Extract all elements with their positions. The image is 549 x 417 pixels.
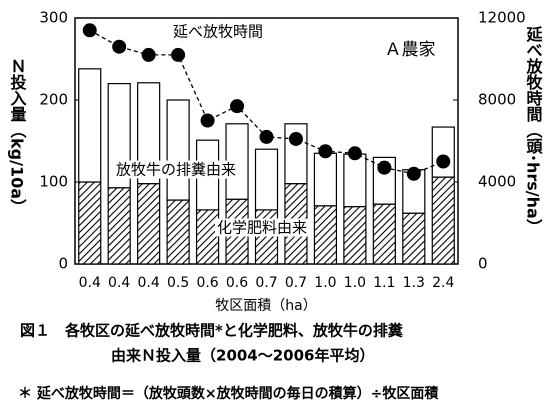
y-tick-label: 200 (39, 91, 68, 109)
x-tick-label: 0.6 (226, 275, 248, 291)
y-tick-label: 0 (58, 255, 68, 273)
line-point (347, 146, 362, 161)
x-tick-label: 0.7 (285, 275, 307, 291)
x-tick-label: 0.4 (79, 275, 101, 291)
series-label: 放牧牛の排糞由来 (116, 161, 236, 179)
x-tick-label: 1.0 (344, 275, 366, 291)
x-tick-label: 2.4 (432, 275, 454, 291)
bar-segment (107, 187, 131, 265)
bar-segment (137, 183, 161, 265)
x-tick-label: 0.5 (167, 275, 189, 291)
bar-segment (372, 203, 396, 265)
x-tick-label: 1.1 (373, 275, 395, 291)
line-point (171, 47, 186, 62)
line-point (318, 144, 333, 159)
bar-segment (343, 206, 367, 265)
bar-segment (402, 212, 426, 265)
bar-segment (78, 68, 102, 183)
bar-segment (431, 176, 455, 265)
x-tick-label: 0.6 (196, 275, 218, 291)
bar-segment (313, 205, 338, 265)
y-tick-label: 300 (39, 9, 68, 27)
line-point (259, 129, 274, 144)
line-point (141, 47, 156, 62)
bar-segment (313, 152, 338, 207)
line-point (377, 160, 392, 175)
series-label: 延べ放牧時間 (173, 23, 263, 41)
label-background (113, 160, 239, 179)
label-background (170, 22, 266, 41)
line-point (200, 113, 215, 128)
x-axis-label: 牧区面積（ha） (215, 298, 316, 314)
x-tick-label: 0.7 (255, 275, 277, 291)
bar-segment (166, 199, 190, 265)
y-axis-label: Ｎ投入量（kg/10a） (8, 58, 27, 215)
bar-segment (78, 181, 102, 265)
label-background (214, 218, 310, 237)
line-point (82, 23, 97, 38)
bar-segment (166, 99, 190, 201)
x-tick-label: 0.4 (108, 275, 130, 291)
bar-segment (431, 126, 455, 178)
annotation: Ａ農家 (385, 40, 436, 60)
y-tick-label: 100 (39, 173, 68, 191)
line-point (406, 166, 421, 181)
bar-segment (137, 82, 161, 185)
x-tick-label: 0.4 (138, 275, 160, 291)
line-point (436, 154, 451, 169)
x-tick-label: 1.0 (314, 275, 336, 291)
line-point (112, 39, 127, 54)
y2-tick-label: 8000 (478, 91, 516, 109)
series-label: 化学肥料由来 (217, 219, 307, 237)
line-point (288, 131, 303, 146)
y2-tick-label: 4000 (478, 173, 516, 191)
y2-tick-label: 0 (478, 255, 488, 273)
bar-segment (343, 153, 367, 208)
bar-segment (254, 148, 279, 211)
caption: ＊ 延べ放牧時間＝（放牧頭数×放牧時間の毎日の積算）÷牧区面積 (18, 385, 439, 402)
caption: 図１ 各牧区の延べ放牧時間*と化学肥料、放牧牛の排糞 (20, 322, 404, 340)
bar-segment (195, 209, 220, 265)
x-tick-label: 1.3 (403, 275, 425, 291)
y2-tick-label: 12000 (478, 9, 526, 27)
y2-axis-label: 延べ放牧時間（頭･hrs/ha） (524, 25, 544, 235)
line-point (230, 99, 245, 114)
caption: 由来Ｎ投入量（2004～2006年平均） (111, 347, 375, 365)
